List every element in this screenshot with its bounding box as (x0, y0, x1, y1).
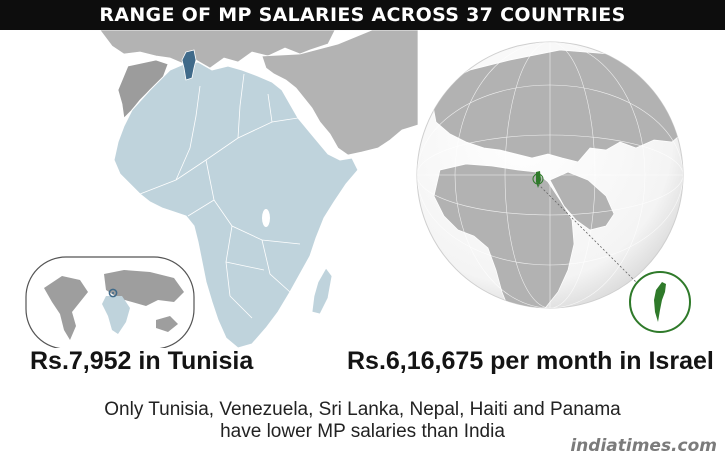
zoom-pointer-line (537, 183, 643, 289)
inset-africa (102, 296, 130, 334)
africa-map (0, 30, 418, 348)
tunisia-locator-icon (108, 288, 118, 298)
map-area (0, 30, 725, 348)
middle-east-land (261, 30, 418, 156)
inset-eurasia (104, 270, 184, 306)
note-line-1: Only Tunisia, Venezuela, Sri Lanka, Nepa… (104, 399, 621, 420)
morocco-land (117, 59, 169, 119)
world-locator-inset (25, 256, 195, 348)
globe-graticule (417, 42, 683, 308)
africa-land (113, 61, 359, 348)
israel-zoom-icon (629, 271, 691, 333)
inset-americas (44, 276, 88, 340)
africa-borders (139, 73, 301, 319)
tunisia-highlight (181, 49, 197, 81)
israel-caption: Rs.6,16,675 per month in Israel (347, 347, 714, 375)
page-title: RANGE OF MP SALARIES ACROSS 37 COUNTRIES (99, 4, 626, 26)
globe-map (416, 41, 691, 333)
lake-shape (262, 209, 270, 227)
title-bar: RANGE OF MP SALARIES ACROSS 37 COUNTRIES (0, 0, 725, 30)
globe-arabia (549, 171, 615, 231)
inset-australia (156, 316, 178, 332)
madagascar-land (311, 267, 333, 315)
note-line-2: have lower MP salaries than India (220, 421, 505, 442)
europe-land (99, 30, 336, 69)
brand-logo: indiatimes.com (570, 436, 717, 456)
tunisia-caption: Rs.7,952 in Tunisia (30, 347, 254, 375)
